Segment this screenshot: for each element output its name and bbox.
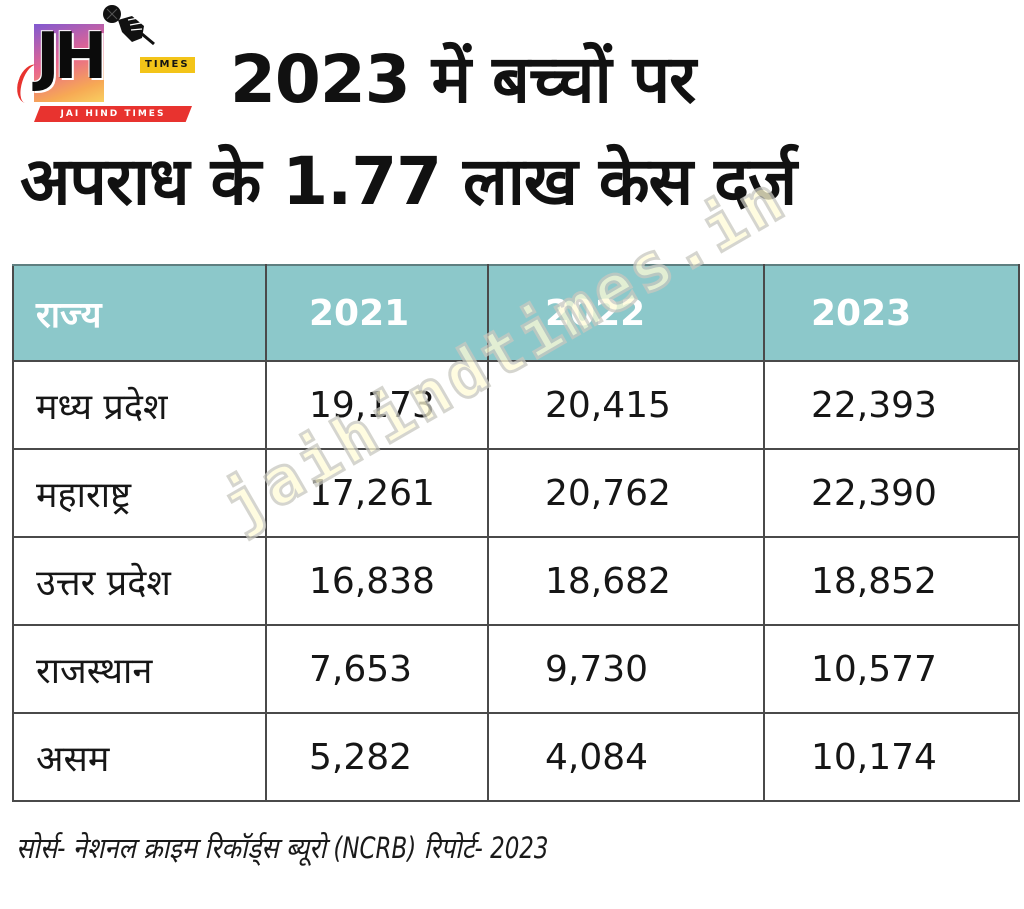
value-2021-cell: 17,261 xyxy=(265,448,489,538)
state-cell: राजस्थान xyxy=(12,624,267,714)
crime-stats-table: राज्य 2021 2022 2023 मध्य प्रदेश 19,173 … xyxy=(12,264,1020,802)
value-2022-cell: 20,415 xyxy=(487,360,765,450)
headline-line-1: 2023 में बच्चों पर xyxy=(230,41,696,118)
value-2021-cell: 16,838 xyxy=(265,536,489,626)
state-cell: महाराष्ट्र xyxy=(12,448,267,538)
table-header-row: राज्य 2021 2022 2023 xyxy=(12,264,1020,362)
header-state: राज्य xyxy=(12,264,267,362)
value-2021-cell: 5,282 xyxy=(265,712,489,802)
jai-hind-times-logo: JH TIMES JAI HIND TIMES xyxy=(12,4,195,122)
value-2022-cell: 18,682 xyxy=(487,536,765,626)
headline-line-2: अपराध के 1.77 लाख केस दर्ज xyxy=(20,143,797,220)
value-2021-cell: 19,173 xyxy=(265,360,489,450)
value-2022-cell: 9,730 xyxy=(487,624,765,714)
logo-times-badge: TIMES xyxy=(140,57,195,73)
value-2022-cell: 4,084 xyxy=(487,712,765,802)
value-2021-cell: 7,653 xyxy=(265,624,489,714)
source-note: सोर्स- नेशनल क्राइम रिकॉर्ड्स ब्यूरो (NC… xyxy=(16,831,549,865)
header-2023: 2023 xyxy=(763,264,1020,362)
header-2021: 2021 xyxy=(265,264,489,362)
logo-letters: JH xyxy=(36,20,107,94)
state-cell: उत्तर प्रदेश xyxy=(12,536,267,626)
value-2023-cell: 10,577 xyxy=(763,624,1020,714)
state-cell: मध्य प्रदेश xyxy=(12,360,267,450)
header-2022: 2022 xyxy=(487,264,765,362)
table-row: मध्य प्रदेश 19,173 20,415 22,393 xyxy=(12,360,1020,450)
table-row: असम 5,282 4,084 10,174 xyxy=(12,712,1020,802)
microphone-fist-icon xyxy=(103,5,155,46)
table-row: राजस्थान 7,653 9,730 10,577 xyxy=(12,624,1020,714)
state-cell: असम xyxy=(12,712,267,802)
table-row: महाराष्ट्र 17,261 20,762 22,390 xyxy=(12,448,1020,538)
value-2023-cell: 22,393 xyxy=(763,360,1020,450)
value-2023-cell: 18,852 xyxy=(763,536,1020,626)
value-2023-cell: 10,174 xyxy=(763,712,1020,802)
value-2023-cell: 22,390 xyxy=(763,448,1020,538)
table-row: उत्तर प्रदेश 16,838 18,682 18,852 xyxy=(12,536,1020,626)
value-2022-cell: 20,762 xyxy=(487,448,765,538)
logo-ribbon: JAI HIND TIMES xyxy=(34,106,192,122)
logo-gradient-block xyxy=(34,24,104,102)
